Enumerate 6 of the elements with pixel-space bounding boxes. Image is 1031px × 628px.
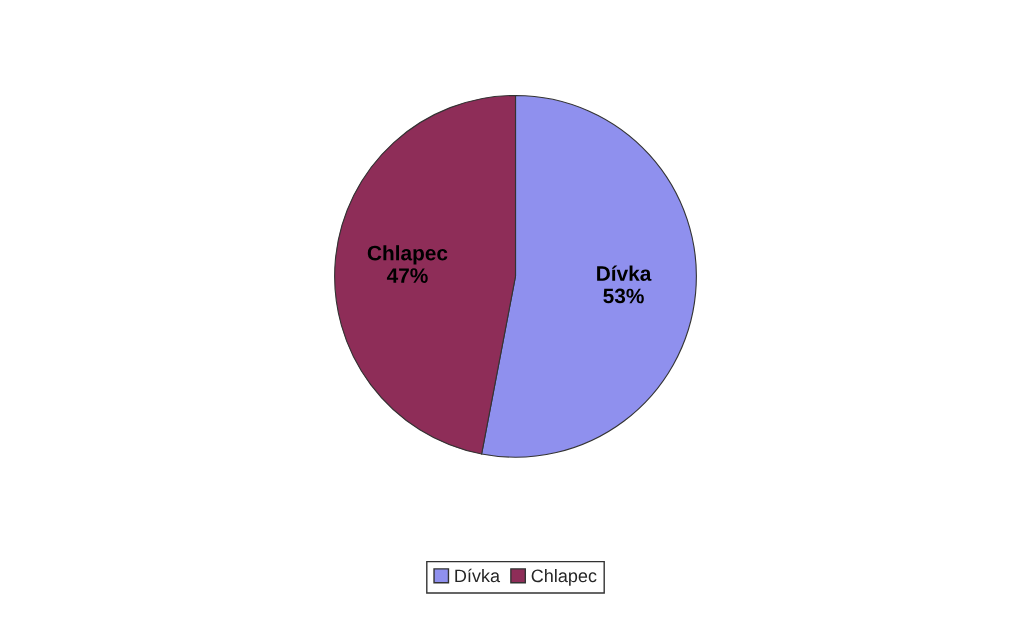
- data-label: 47%: [386, 268, 428, 283]
- legend-label: Chlapec: [531, 568, 597, 586]
- slice-label: Chlapec: [367, 245, 448, 265]
- legend-label: Dívka: [455, 568, 501, 583]
- slice-label: Dívka: [597, 265, 652, 281]
- data-label: 53%: [603, 288, 644, 304]
